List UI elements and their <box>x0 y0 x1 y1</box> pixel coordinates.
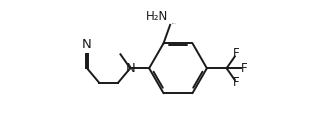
Text: F: F <box>241 62 247 75</box>
Text: F: F <box>233 76 240 89</box>
Text: N: N <box>125 62 135 75</box>
Text: N: N <box>82 38 92 51</box>
Text: H₂N: H₂N <box>146 10 168 23</box>
Text: F: F <box>233 47 240 60</box>
Text: amino: amino <box>171 23 176 24</box>
